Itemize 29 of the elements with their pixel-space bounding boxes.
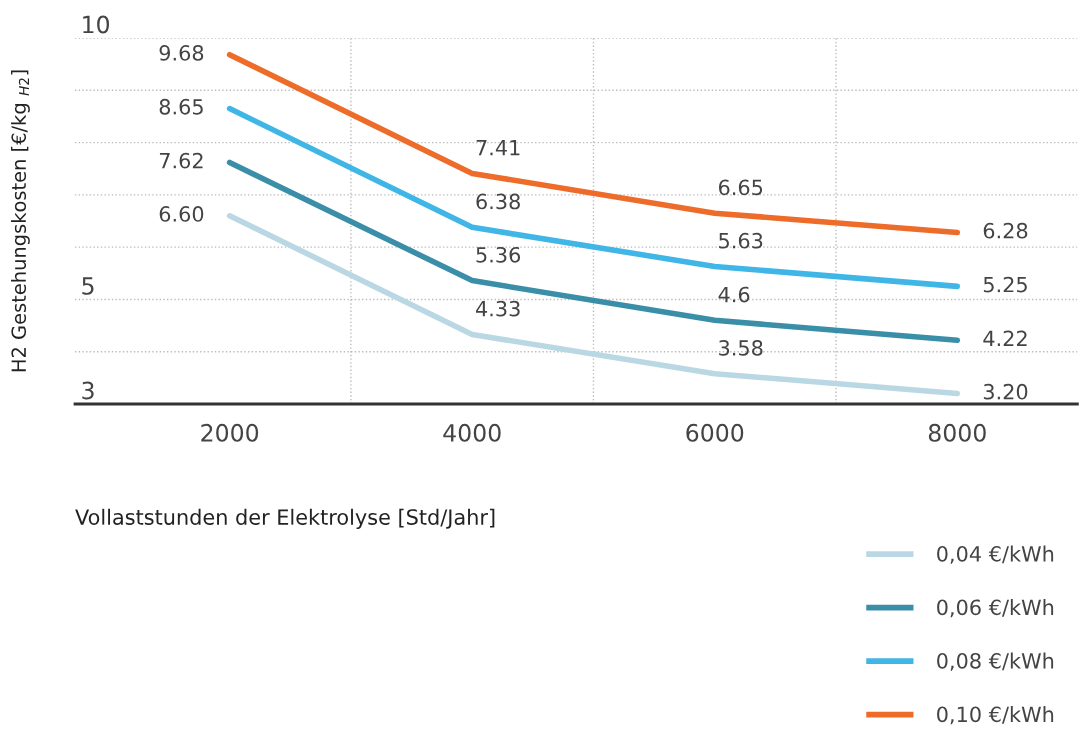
data-label: 9.68	[159, 45, 204, 61]
data-label: 4.22	[983, 330, 1027, 346]
legend-label: 0,06 €/kWh	[937, 599, 1054, 618]
y-axis-title: H2 Gestehungskosten [€/kg $_{H2}$]	[11, 70, 30, 372]
x-tick-label: 2000	[201, 423, 259, 442]
data-label: 7.41	[476, 140, 520, 156]
data-label: 7.62	[159, 152, 203, 169]
x-tick-label: 6000	[686, 423, 744, 442]
data-label: 5.63	[719, 232, 763, 249]
legend-label: 0,04 €/kWh	[937, 545, 1054, 564]
x-tick-label: 8000	[928, 423, 986, 442]
data-label: 6.65	[718, 179, 763, 196]
y-tick-label: 5	[82, 277, 94, 295]
data-label: 4.33	[475, 300, 520, 317]
y-tick-label: 3	[82, 381, 94, 400]
data-label: 4.6	[718, 286, 750, 303]
x-axis-title: Vollaststunden der Elektrolyse [Std/Jahr]	[75, 508, 495, 529]
legend-label: 0,10 €/kWh	[937, 706, 1054, 725]
data-label: 6.28	[983, 222, 1028, 239]
y-tick-label: 10	[83, 15, 110, 34]
x-tick-label: 4000	[443, 423, 501, 442]
data-label: 5.36	[476, 246, 521, 263]
data-label: 5.25	[983, 276, 1027, 293]
data-label: 8.65	[159, 98, 203, 115]
data-label: 6.38	[476, 193, 520, 210]
data-label: 3.58	[719, 340, 763, 356]
data-label: 3.20	[983, 383, 1028, 400]
legend-label: 0,08 €/kWh	[937, 652, 1054, 671]
data-label: 6.60	[159, 206, 204, 222]
